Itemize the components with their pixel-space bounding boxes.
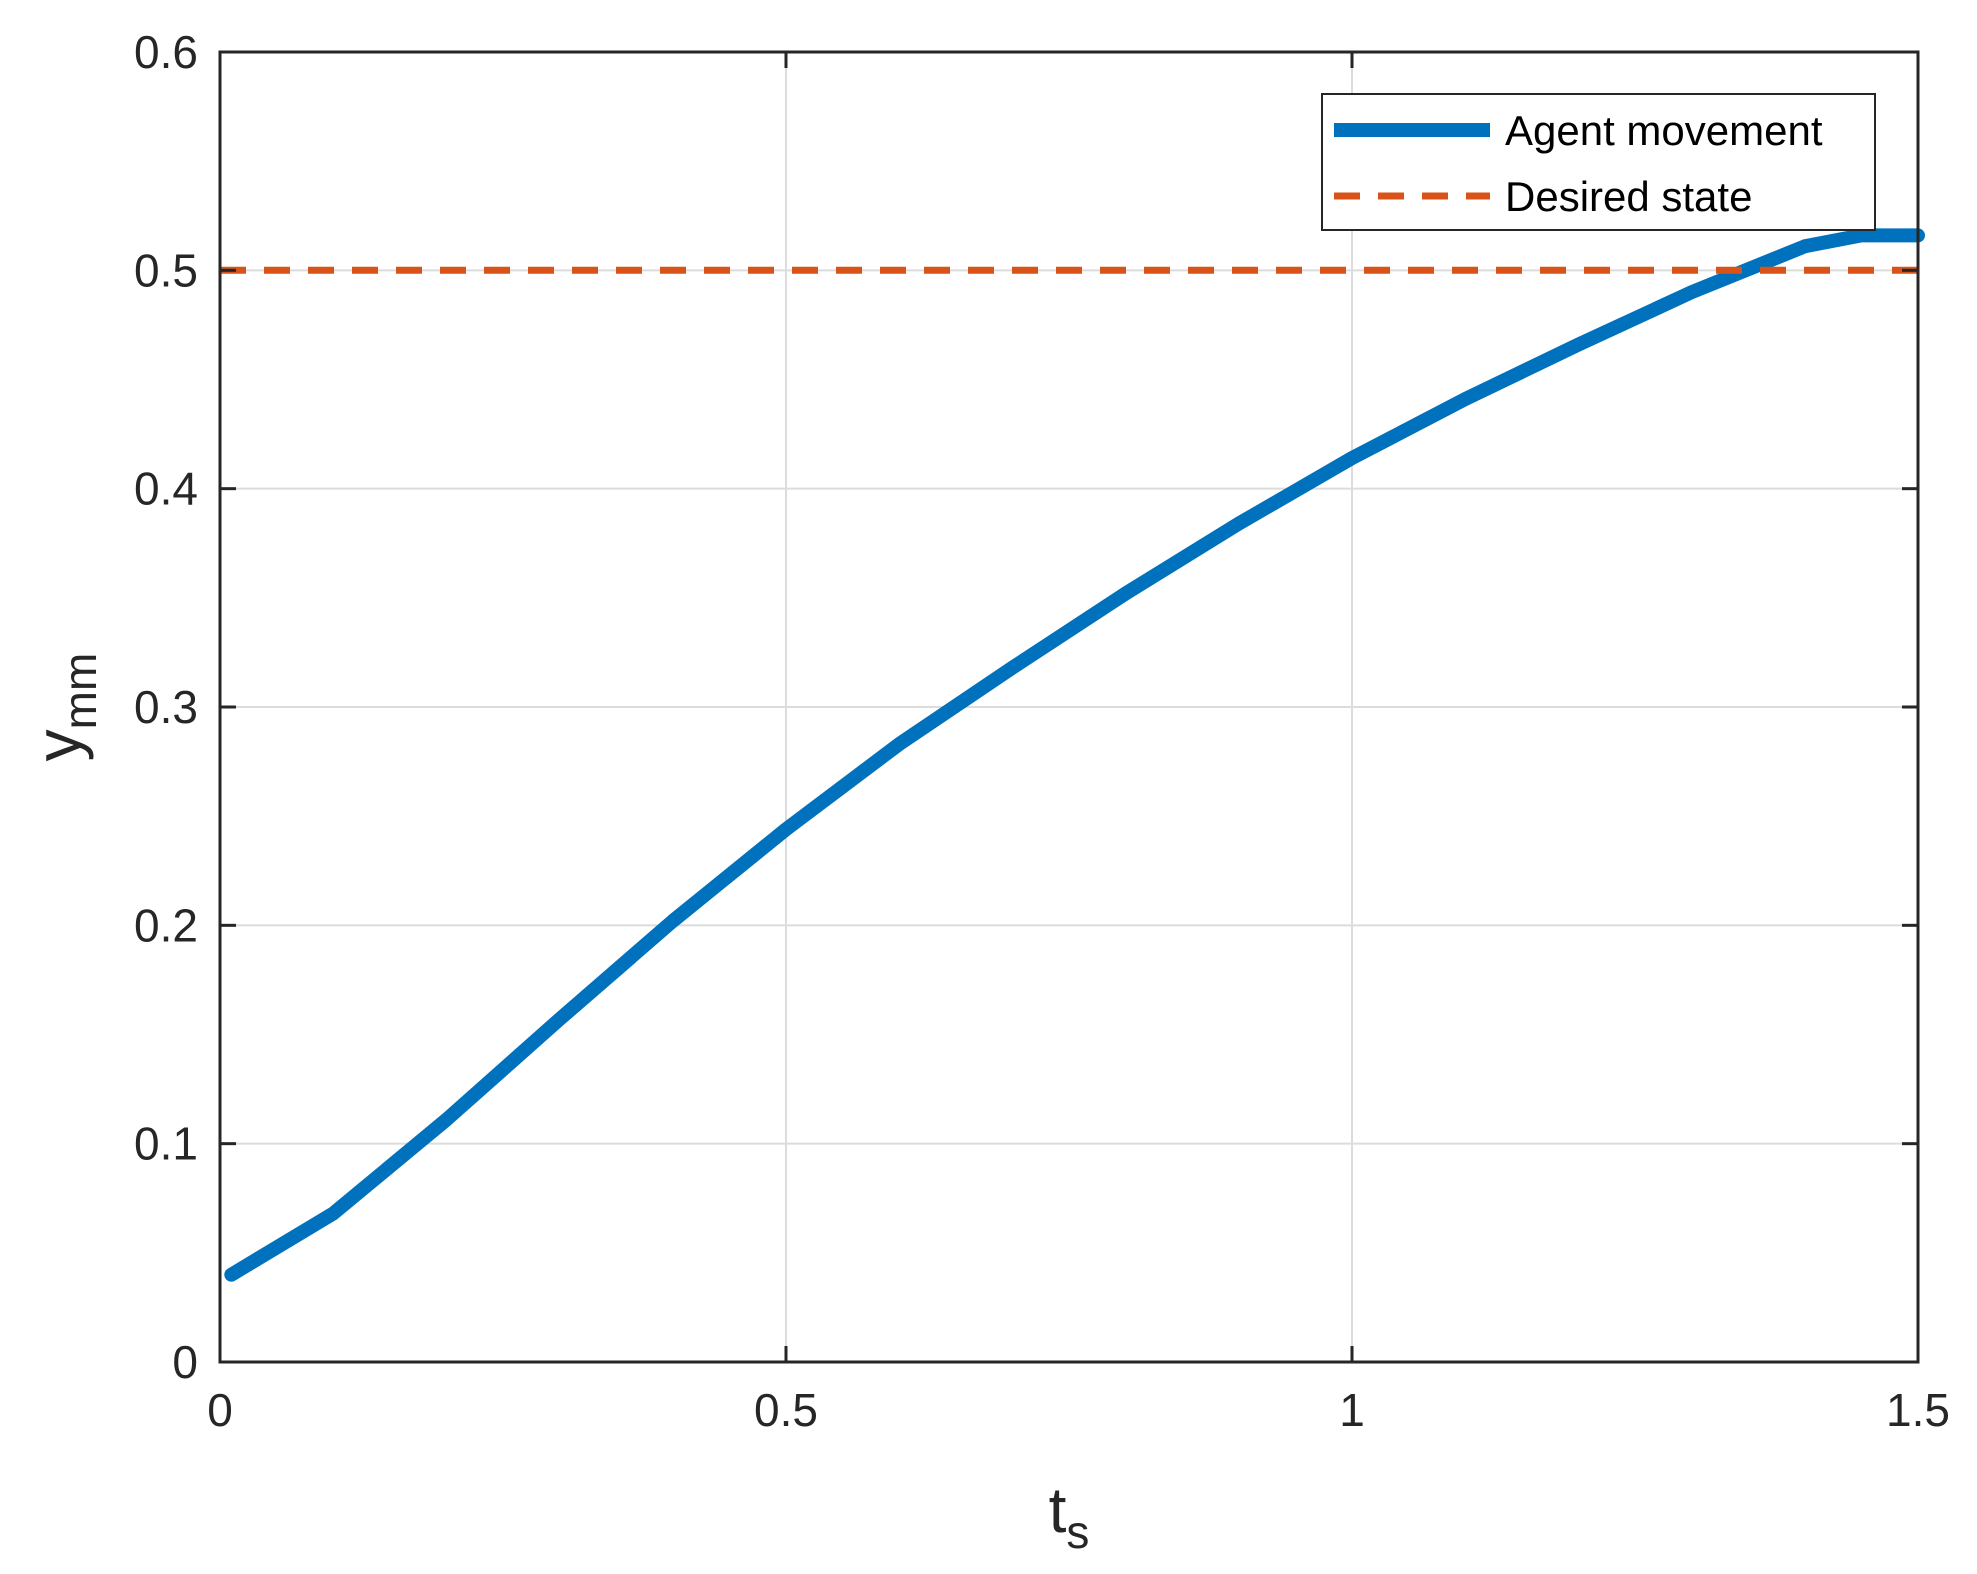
x-tick-label: 0 [207,1384,233,1436]
x-tick-label: 1.5 [1886,1384,1950,1436]
y-tick-label: 0.1 [134,1118,198,1170]
series-layer [220,228,1925,1282]
y-axis-label-main: y [22,729,94,761]
y-axis-label-sub: mm [54,653,106,730]
x-tick-label: 0.5 [754,1384,818,1436]
y-tick-label: 0.5 [134,244,198,296]
legend-label-desired-state: Desired state [1505,173,1752,220]
y-tick-label: 0 [172,1336,198,1388]
y-tick-label: 0.3 [134,681,198,733]
x-axis-label-sub: s [1066,1506,1089,1558]
legend-label-agent-movement: Agent movement [1505,107,1823,154]
x-axis-label: ts [1049,1474,1090,1558]
x-tick-label: 1 [1339,1384,1365,1436]
y-tick-label: 0.4 [134,463,198,515]
series-line-agent-movement [224,228,1925,1282]
legend-box [1321,93,1876,231]
y-tick-label: 0.6 [134,26,198,78]
legend: Agent movement Desired state [1321,93,1876,231]
y-axis-label: ymm [22,653,106,762]
tick-labels: 0 0.5 1 1.5 0 0.1 0.2 0.3 0.4 0.5 0.6 [134,26,1950,1436]
x-axis-label-main: t [1049,1474,1067,1546]
ticks [218,50,1920,1364]
y-tick-label: 0.2 [134,899,198,951]
